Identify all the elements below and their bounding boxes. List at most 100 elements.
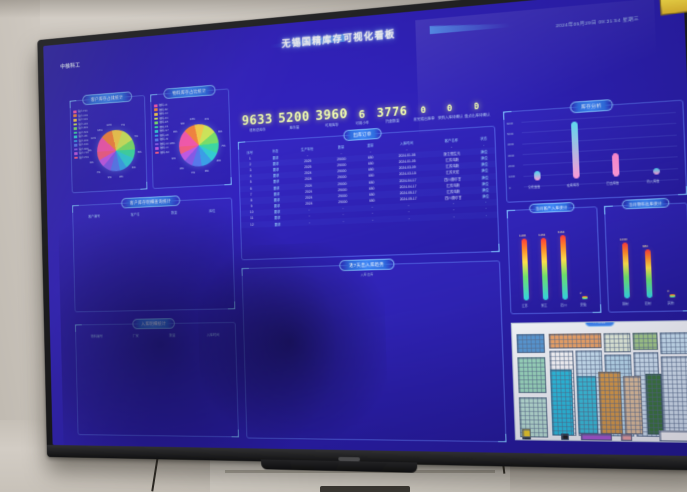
legend-swatch	[74, 156, 78, 159]
table-header-inbound: 物料编号 厂家 数量 入库时间	[76, 333, 235, 340]
table-cell: 2024-01-08	[398, 152, 416, 158]
legend-swatch	[73, 110, 77, 114]
x-axis-tick: 空托盘数	[528, 184, 541, 190]
table-cell: 2024-01-05	[398, 159, 416, 165]
warehouse-zone[interactable]	[632, 332, 659, 351]
column-header: 状态	[480, 136, 488, 141]
table-cell: 29000	[337, 169, 347, 174]
pie-legend-right: 物料-A1 物料-B2 物料-C3 物料-D4 物料-E5 物料-F6 物料-G7 物料-H8…	[153, 103, 169, 155]
warehouse-legend-chip	[620, 434, 633, 441]
legend-swatch	[154, 138, 159, 142]
table-cell: -	[371, 211, 374, 216]
pie-slice-label: 7%	[96, 170, 101, 174]
kpi-item: 0 未完成出库单	[411, 105, 437, 122]
gauge-label: 安徽	[580, 302, 587, 307]
table-cell: -	[342, 218, 344, 223]
pie-slice-label: 9%	[171, 155, 176, 160]
pie-slice-label: 10%	[97, 127, 103, 132]
table-cell: -	[450, 144, 453, 149]
warehouse-legend-chip	[580, 433, 613, 441]
warehouse-zone[interactable]	[518, 397, 549, 438]
table-cell: -	[308, 220, 311, 225]
warehouse-map-title: 库区图	[584, 320, 615, 327]
table-cell: 2024-05-17	[399, 196, 417, 202]
warehouse-zone[interactable]	[598, 371, 623, 435]
x-axis-tick: 已出库数	[606, 180, 619, 186]
pie-slice-label: 12%	[106, 122, 112, 127]
table-cell: 29000	[338, 199, 348, 205]
legend-item[interactable]: 客户-P01	[74, 155, 89, 160]
warehouse-zone[interactable]	[516, 333, 546, 354]
pie-slice-label: 8%	[173, 129, 178, 134]
panel-inbound-detail: 入库明细统计 物料编号 厂家 数量 入库时间	[74, 318, 239, 438]
legend-swatch	[73, 122, 77, 126]
warehouse-zone[interactable]	[633, 352, 662, 437]
table-cell: 10	[249, 210, 254, 215]
table-cell: -	[452, 201, 455, 206]
warehouse-zone[interactable]	[659, 332, 687, 355]
bar	[611, 153, 620, 177]
order-table[interactable]: 序号 状态 生产年份 数量 重量 入库时间 客户名称 状态 1 要求 - - - - - -2 要求 2025 29…	[239, 134, 498, 229]
legend-item[interactable]: 物料-M2	[155, 150, 169, 155]
warehouse-zone[interactable]	[603, 332, 631, 353]
warehouse-zone[interactable]	[548, 333, 602, 349]
warehouse-zone[interactable]	[549, 369, 575, 436]
table-cell: 江苏天宏	[445, 170, 460, 176]
warehouse-zone[interactable]	[645, 373, 664, 435]
legend-swatch	[154, 134, 159, 137]
pie-slice-label: 7%	[190, 170, 196, 176]
table-cell: 浙江恒生元	[443, 151, 461, 157]
kpi-value: 0	[420, 105, 427, 116]
table-cell: -	[485, 206, 487, 211]
warehouse-zone[interactable]	[576, 376, 599, 434]
warehouse-legend-chip	[659, 430, 687, 442]
table-cell: 江苏鸿新	[446, 189, 460, 195]
legend-swatch	[73, 131, 78, 134]
panel-title: 库存分析	[569, 98, 613, 114]
bar-chart-y-axis	[504, 101, 682, 113]
legend-swatch	[73, 139, 78, 143]
gauge-bar	[669, 294, 676, 298]
table-cell: 650	[368, 161, 374, 166]
table-cell: -	[371, 204, 373, 210]
pie-slice-label: 8%	[216, 158, 221, 163]
panel-order-table[interactable]: 出库订单 序号 状态 生产年份 数量 重量 入库时间 客户名称 状态 1 要求 - - - - - -2 要求 2…	[237, 125, 500, 261]
dashboard-header: 中核科工 无锡国精库存可视化看板 2024年05月29日 09:31:54 星期…	[43, 0, 684, 77]
table-cell: 江苏鸿新	[446, 182, 460, 188]
column-header: 入库时间	[206, 332, 220, 337]
legend-swatch	[73, 135, 78, 139]
table-cell: -	[406, 146, 408, 152]
panel-title: 入库明细统计	[132, 318, 176, 330]
pie-slice-label: 10%	[169, 141, 175, 146]
table-cell: 29000	[338, 193, 348, 199]
table-cell: 29000	[337, 175, 347, 180]
gauge-bar	[560, 235, 568, 300]
warehouse-zone[interactable]	[660, 356, 687, 438]
table-header-customer-detail: 客户编号 客户名 数量 库位	[73, 208, 231, 220]
y-axis-tick: 4000	[507, 142, 515, 147]
pie-slice-label: 7%	[121, 122, 125, 127]
table-cell: 650	[368, 167, 374, 172]
table-cell: -	[453, 207, 455, 212]
warehouse-zone[interactable]	[549, 350, 577, 436]
pie-legend-left: 客户-T01 客户-C01 客户-S01 客户-A01 客户-B01 客户-N01 客户-J…	[73, 109, 89, 160]
y-axis-tick: 1000	[508, 174, 516, 179]
warehouse-map[interactable]: 库区图	[510, 320, 687, 443]
table-cell: -	[483, 142, 485, 147]
kpi-label: 可用小车	[355, 120, 370, 126]
table-cell: 满位	[480, 149, 488, 155]
warehouse-zone[interactable]	[517, 357, 547, 394]
gauge-label: 四川	[560, 302, 567, 308]
table-cell: -	[485, 212, 487, 217]
warehouse-zone[interactable]	[604, 354, 635, 437]
column-header: 数量	[170, 210, 178, 215]
grid-line	[522, 145, 678, 156]
table-cell: 29000	[337, 181, 347, 186]
warehouse-zone[interactable]	[575, 350, 606, 437]
kpi-item: 0 盘点出库待确认	[463, 101, 491, 120]
warning-sticker	[659, 0, 687, 16]
pie-chart-material	[178, 122, 220, 168]
warehouse-zone[interactable]	[622, 375, 644, 435]
panel-trend: 近7天出入库趋势 入库 出库	[241, 258, 507, 443]
